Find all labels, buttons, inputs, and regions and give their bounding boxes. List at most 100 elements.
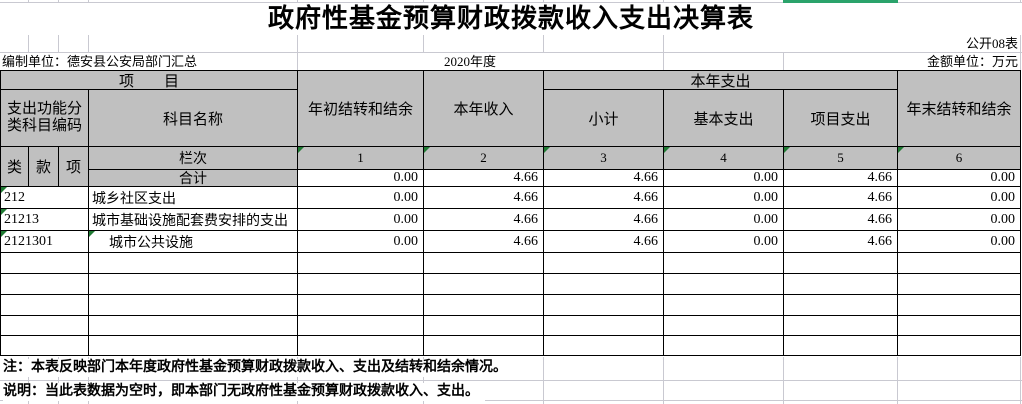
header-subject-name[interactable]: 科目名称 — [89, 90, 298, 147]
row-value[interactable] — [424, 274, 544, 295]
row-value[interactable]: 0.00 — [298, 209, 424, 231]
row-value[interactable]: 0.00 — [898, 187, 1021, 209]
row-value[interactable] — [544, 295, 664, 316]
row-value[interactable] — [898, 253, 1021, 274]
row-value[interactable]: 4.66 — [544, 231, 664, 253]
header-class[interactable]: 类 — [1, 147, 29, 187]
row-value[interactable] — [664, 295, 784, 316]
row-value[interactable] — [424, 253, 544, 274]
row-value[interactable] — [664, 274, 784, 295]
row-name-cell[interactable] — [89, 336, 298, 356]
row-value[interactable] — [298, 316, 424, 336]
row-value[interactable]: 4.66 — [784, 231, 898, 253]
row-value[interactable] — [298, 295, 424, 316]
row-value[interactable] — [544, 336, 664, 356]
header-project-expense[interactable]: 项目支出 — [784, 90, 898, 147]
row-value[interactable] — [898, 336, 1021, 356]
row-value[interactable]: 4.66 — [784, 209, 898, 231]
row-value[interactable] — [898, 316, 1021, 336]
total-value[interactable]: 0.00 — [898, 170, 1021, 187]
error-indicator-icon — [898, 147, 904, 153]
total-value[interactable]: 4.66 — [544, 170, 664, 187]
error-indicator-icon — [1, 231, 7, 237]
row-value[interactable]: 4.66 — [424, 187, 544, 209]
row-value[interactable]: 4.66 — [544, 209, 664, 231]
row-name-cell[interactable]: 城乡社区支出 — [89, 187, 298, 209]
column-number-cell[interactable]: 3 — [544, 147, 664, 170]
row-value[interactable] — [664, 253, 784, 274]
header-current-income[interactable]: 本年收入 — [424, 71, 544, 147]
row-name-cell[interactable]: 城市公共设施 — [89, 231, 298, 253]
row-value[interactable] — [784, 253, 898, 274]
row-name-cell[interactable] — [89, 253, 298, 274]
row-value[interactable]: 0.00 — [898, 209, 1021, 231]
row-value[interactable] — [544, 253, 664, 274]
column-number-cell[interactable]: 2 — [424, 147, 544, 170]
header-section[interactable]: 款 — [29, 147, 59, 187]
row-name-cell[interactable]: 城市基础设施配套费安排的支出 — [89, 209, 298, 231]
row-code: 212 — [4, 189, 25, 205]
row-value[interactable]: 0.00 — [298, 187, 424, 209]
header-current-expense[interactable]: 本年支出 — [544, 71, 898, 90]
row-code-cell[interactable]: 212 — [1, 187, 89, 209]
row-value[interactable] — [664, 316, 784, 336]
header-subtotal[interactable]: 小计 — [544, 90, 664, 147]
column-number-cell[interactable]: 1 — [298, 147, 424, 170]
row-code-cell[interactable] — [1, 336, 89, 356]
row-value[interactable] — [898, 274, 1021, 295]
row-code-cell[interactable] — [1, 295, 89, 316]
budget-table: 项 目 年初结转和结余 本年收入 本年支出 年末结转和结余 支出功能分类科目编码… — [0, 70, 1021, 356]
row-name-cell[interactable] — [89, 316, 298, 336]
row-code-cell[interactable]: 21213 — [1, 209, 89, 231]
header-begin-balance[interactable]: 年初结转和结余 — [298, 71, 424, 147]
row-value[interactable] — [664, 336, 784, 356]
total-value[interactable]: 0.00 — [664, 170, 784, 187]
row-value[interactable] — [898, 295, 1021, 316]
row-value[interactable]: 0.00 — [898, 231, 1021, 253]
row-value[interactable] — [544, 274, 664, 295]
row-value[interactable] — [424, 316, 544, 336]
header-project[interactable]: 项 目 — [1, 71, 298, 90]
gridline — [423, 34, 424, 52]
column-number-cell[interactable]: 4 — [664, 147, 784, 170]
column-index-label[interactable]: 栏次 — [89, 147, 298, 170]
column-number-cell[interactable]: 6 — [898, 147, 1021, 170]
row-name-cell[interactable] — [89, 295, 298, 316]
total-row-label[interactable]: 合计 — [89, 170, 298, 187]
row-value[interactable] — [298, 274, 424, 295]
gridline — [897, 380, 898, 400]
row-code-cell[interactable] — [1, 316, 89, 336]
column-number-cell[interactable]: 5 — [784, 147, 898, 170]
row-value[interactable]: 0.00 — [664, 187, 784, 209]
row-value[interactable] — [424, 295, 544, 316]
row-value[interactable] — [784, 336, 898, 356]
total-value[interactable]: 4.66 — [784, 170, 898, 187]
row-code-cell[interactable]: 2121301 — [1, 231, 89, 253]
row-value[interactable] — [784, 295, 898, 316]
row-code-cell[interactable] — [1, 253, 89, 274]
header-end-balance[interactable]: 年末结转和结余 — [898, 71, 1021, 147]
row-value[interactable] — [784, 316, 898, 336]
row-name-cell[interactable] — [89, 274, 298, 295]
row-value[interactable]: 4.66 — [424, 231, 544, 253]
row-value[interactable]: 0.00 — [664, 231, 784, 253]
header-function-code[interactable]: 支出功能分类科目编码 — [1, 90, 89, 147]
row-value[interactable] — [544, 316, 664, 336]
row-value[interactable]: 0.00 — [664, 209, 784, 231]
total-value[interactable]: 0.00 — [298, 170, 424, 187]
page-title: 政府性基金预算财政拨款收入支出决算表 — [0, 3, 1022, 35]
gridline — [663, 0, 664, 2]
row-value[interactable]: 4.66 — [544, 187, 664, 209]
row-code-cell[interactable] — [1, 274, 89, 295]
row-value[interactable]: 4.66 — [424, 209, 544, 231]
row-value[interactable]: 0.00 — [298, 231, 424, 253]
row-value[interactable]: 4.66 — [784, 187, 898, 209]
row-value[interactable] — [424, 336, 544, 356]
header-item[interactable]: 项 — [59, 147, 89, 187]
row-value[interactable] — [298, 336, 424, 356]
row-value[interactable] — [784, 274, 898, 295]
row-value[interactable] — [298, 253, 424, 274]
header-basic-expense[interactable]: 基本支出 — [664, 90, 784, 147]
gridline — [423, 0, 424, 2]
total-value[interactable]: 4.66 — [424, 170, 544, 187]
